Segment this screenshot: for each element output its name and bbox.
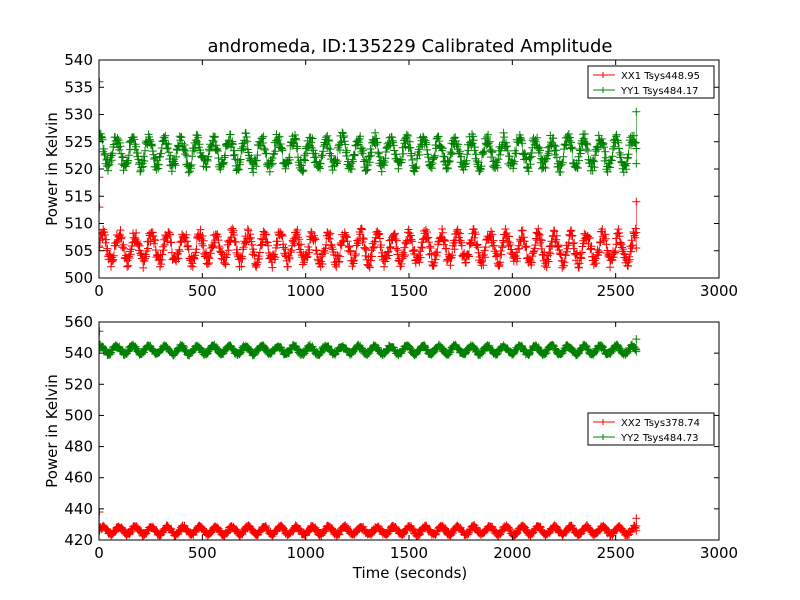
series-1-plus-marks bbox=[99, 508, 641, 540]
x-tick-label: 3000 bbox=[700, 544, 738, 562]
legend-marker bbox=[600, 434, 606, 440]
y-tick-label: 520 bbox=[64, 160, 93, 178]
x-tick-label: 500 bbox=[188, 282, 217, 300]
bottom-plot-area bbox=[99, 327, 641, 540]
legend-entry-1: XX1 Tsys448.95 bbox=[621, 71, 700, 82]
x-tick-label: 1000 bbox=[287, 544, 325, 562]
x-tick-label: 1500 bbox=[390, 544, 428, 562]
x-tick-label: 2000 bbox=[493, 544, 531, 562]
y-tick-label: 540 bbox=[64, 344, 93, 362]
x-tick-label: 2000 bbox=[493, 282, 531, 300]
y-tick-label: 500 bbox=[64, 406, 93, 424]
legend-entry-2: YY2 Tsys484.73 bbox=[620, 433, 699, 444]
top-legend: XX1 Tsys448.95 YY1 Tsys484.17 bbox=[587, 65, 715, 99]
series-2-markers bbox=[99, 327, 641, 360]
y-tick-label: 515 bbox=[64, 187, 93, 205]
y-tick-label: 440 bbox=[64, 500, 93, 518]
y-tick-label: 535 bbox=[64, 78, 93, 96]
x-tick-label: 0 bbox=[94, 544, 104, 562]
legend-marker bbox=[600, 87, 606, 93]
x-tick-label: 500 bbox=[188, 544, 217, 562]
x-tick-label: 1500 bbox=[390, 282, 428, 300]
y-tick-label: 460 bbox=[64, 469, 93, 487]
y-tick-label: 505 bbox=[64, 242, 93, 260]
y-tick-label: 510 bbox=[64, 215, 93, 233]
x-tick-label: 3000 bbox=[700, 282, 738, 300]
y-tick-label: 480 bbox=[64, 438, 93, 456]
x-tick-label: 2500 bbox=[597, 282, 635, 300]
y-tick-label: 540 bbox=[64, 51, 93, 69]
legend-frame bbox=[587, 65, 715, 99]
legend-entry-1: XX2 Tsys378.74 bbox=[621, 418, 700, 429]
x-tick-label: 1000 bbox=[287, 282, 325, 300]
series-2-line bbox=[99, 81, 637, 173]
legend-entry-2: YY1 Tsys484.17 bbox=[620, 86, 699, 97]
x-axis-label: Time (seconds) bbox=[352, 564, 468, 582]
legend-marker bbox=[600, 72, 606, 78]
top-plot-area bbox=[99, 77, 641, 272]
bottom-panel: 0 500 1000 1500 2000 2500 3000 420 440 460 480 500 5… bbox=[43, 313, 738, 582]
x-tick-label: 0 bbox=[94, 282, 104, 300]
legend-frame bbox=[587, 412, 715, 446]
series-1-plus-marks bbox=[99, 173, 641, 272]
series-2-plus-marks bbox=[99, 327, 641, 360]
bottom-y-axis-label: Power in Kelvin bbox=[43, 374, 61, 488]
top-ticks: 0 500 1000 1500 2000 2500 30005005055105155205… bbox=[64, 51, 738, 300]
y-tick-label: 530 bbox=[64, 106, 93, 124]
x-tick-label: 2500 bbox=[597, 544, 635, 562]
y-tick-label: 560 bbox=[64, 313, 93, 331]
bottom-legend: XX2 Tsys378.74 YY2 Tsys484.73 bbox=[587, 412, 715, 446]
bottom-ticks: 0 500 1000 1500 2000 2500 3000 420 440 460 480 500 5… bbox=[64, 313, 738, 562]
top-panel: 0 500 1000 1500 2000 2500 30005005055105155205… bbox=[43, 51, 738, 300]
y-tick-label: 420 bbox=[64, 531, 93, 549]
series-2-markers bbox=[99, 77, 641, 177]
y-tick-label: 525 bbox=[64, 133, 93, 151]
top-y-axis-label: Power in Kelvin bbox=[43, 112, 61, 226]
chart-title: andromeda, ID:135229 Calibrated Amplitud… bbox=[207, 36, 612, 57]
series-1-markers bbox=[99, 173, 641, 272]
y-tick-label: 520 bbox=[64, 375, 93, 393]
series-1-markers bbox=[99, 508, 641, 540]
series-2-plus-marks bbox=[99, 77, 641, 177]
y-tick-label: 500 bbox=[64, 269, 93, 287]
legend-marker bbox=[600, 419, 606, 425]
